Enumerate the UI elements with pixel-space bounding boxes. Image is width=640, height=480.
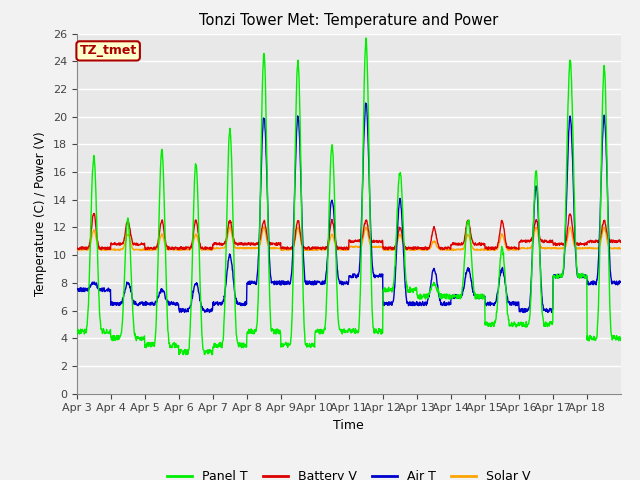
Legend: Panel T, Battery V, Air T, Solar V: Panel T, Battery V, Air T, Solar V (163, 465, 535, 480)
X-axis label: Time: Time (333, 419, 364, 432)
Title: Tonzi Tower Met: Temperature and Power: Tonzi Tower Met: Temperature and Power (199, 13, 499, 28)
Text: TZ_tmet: TZ_tmet (79, 44, 137, 58)
Y-axis label: Temperature (C) / Power (V): Temperature (C) / Power (V) (35, 132, 47, 296)
